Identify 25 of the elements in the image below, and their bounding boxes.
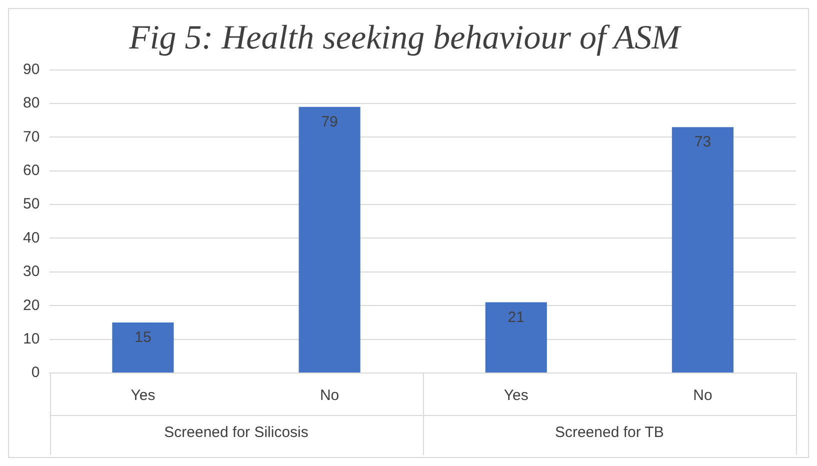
y-tick-label: 50 [22,196,40,213]
y-tick-label: 30 [22,263,40,280]
bar [298,106,360,372]
data-label: 79 [321,114,338,130]
text: Screened for TB [554,424,664,442]
y-tick-label: 90 [22,60,40,78]
x-tick-label: Yes [130,387,156,404]
x-tick-label: No [693,387,712,404]
data-label: 15 [134,329,152,346]
y-tick-label: 80 [22,94,40,112]
y-tick-label: 70 [22,128,40,146]
y-tick-label: 0 [31,364,40,382]
y-tick-label: 20 [22,296,40,314]
x-tick-label: No [320,387,340,404]
chart-title: Fig 5: Health seeking behaviour of ASM [128,19,682,56]
bar [485,302,547,372]
x-tick-label: Yes [504,387,528,404]
bar [112,322,174,372]
data-label: 73 [694,134,712,151]
y-tick-label: 10 [22,330,40,348]
bar [672,127,734,372]
y-tick-label: 60 [22,162,40,180]
data-label: 21 [508,308,524,326]
y-tick-label: 40 [22,229,40,246]
text: Screened for Silicosis [164,424,308,442]
